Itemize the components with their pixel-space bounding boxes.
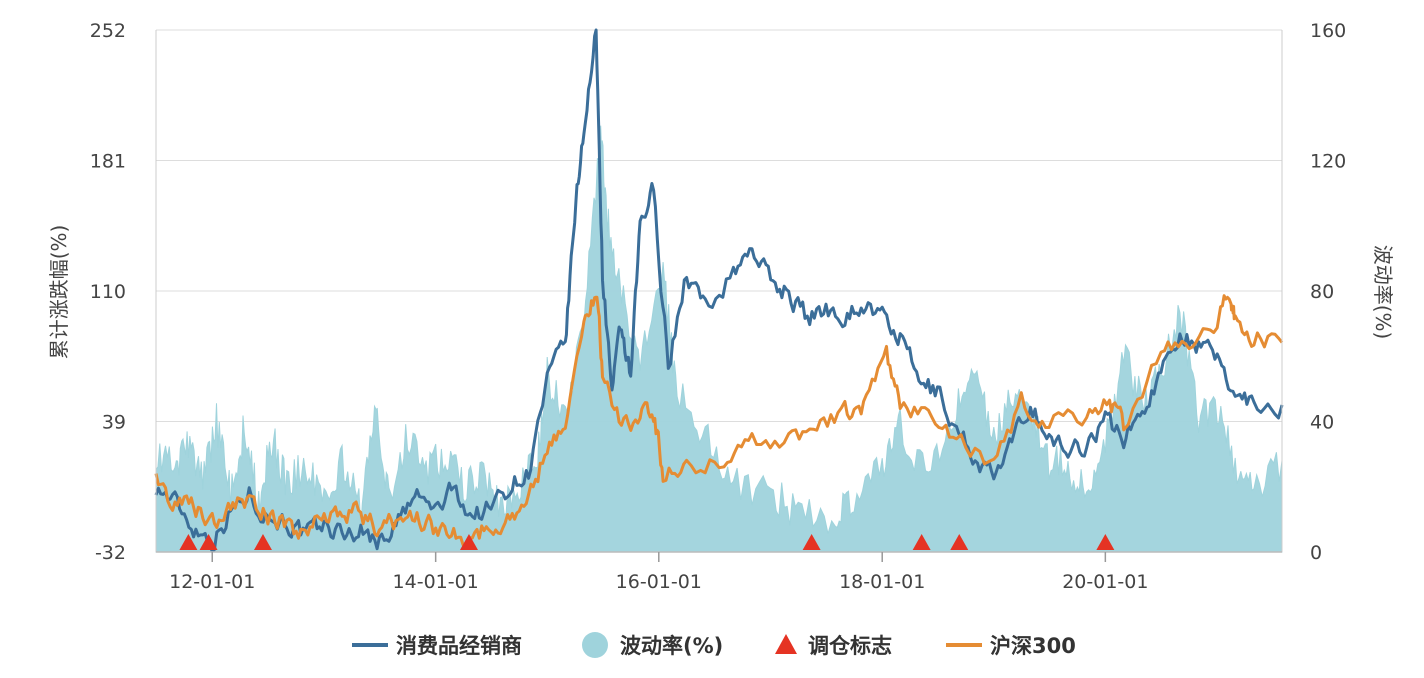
y-right-tick-label: 160 (1310, 20, 1346, 42)
series-line-0 (154, 28, 1284, 553)
marker-layer (179, 534, 1115, 550)
line-layer (154, 28, 1284, 553)
legend-label: 调仓标志 (808, 634, 892, 658)
volatility-area (155, 125, 1283, 553)
legend-label: 波动率(%) (620, 634, 723, 658)
legend-swatch-triangle (775, 634, 797, 654)
y-right-tick-label: 40 (1310, 412, 1334, 434)
x-tick-label: 16-01-01 (616, 571, 702, 593)
x-tick-label: 14-01-01 (393, 571, 479, 593)
y-right-tick-label: 0 (1310, 542, 1322, 564)
y-right-axis-title: 波动率(%) (1371, 245, 1395, 340)
x-tick-label: 12-01-01 (169, 571, 255, 593)
y-right-tick-label: 120 (1310, 151, 1346, 173)
area-layer (155, 125, 1283, 553)
rebalance-marker (199, 534, 218, 550)
x-tick-label: 20-01-01 (1062, 571, 1148, 593)
y-left-tick-label: 181 (90, 151, 126, 173)
rebalance-marker (802, 534, 821, 550)
legend: 消费品经销商 波动率(%) 调仓标志 沪深300 (352, 632, 1076, 658)
series-line-1 (154, 294, 1284, 549)
y-right-tick-label: 80 (1310, 281, 1334, 303)
rebalance-marker (459, 534, 478, 550)
rebalance-marker (912, 534, 931, 550)
legend-swatch-circle (582, 632, 608, 658)
y-left-tick-label: 110 (90, 281, 126, 303)
x-tick-label: 18-01-01 (839, 571, 925, 593)
rebalance-marker (950, 534, 969, 550)
rebalance-marker (179, 534, 198, 550)
legend-label: 消费品经销商 (396, 634, 522, 658)
y-left-axis-title: 累计涨跌幅(%) (47, 225, 71, 360)
y-left-tick-label: 252 (90, 20, 126, 42)
axis-layer: -32 0 39 40 110 80 181 120 252 160 12-01-01 14-01-0… (90, 20, 1347, 593)
legend-label: 沪深300 (990, 634, 1076, 658)
y-left-tick-label: -32 (95, 542, 126, 564)
rebalance-marker (1096, 534, 1115, 550)
y-left-tick-label: 39 (102, 412, 126, 434)
rebalance-marker (253, 534, 272, 550)
